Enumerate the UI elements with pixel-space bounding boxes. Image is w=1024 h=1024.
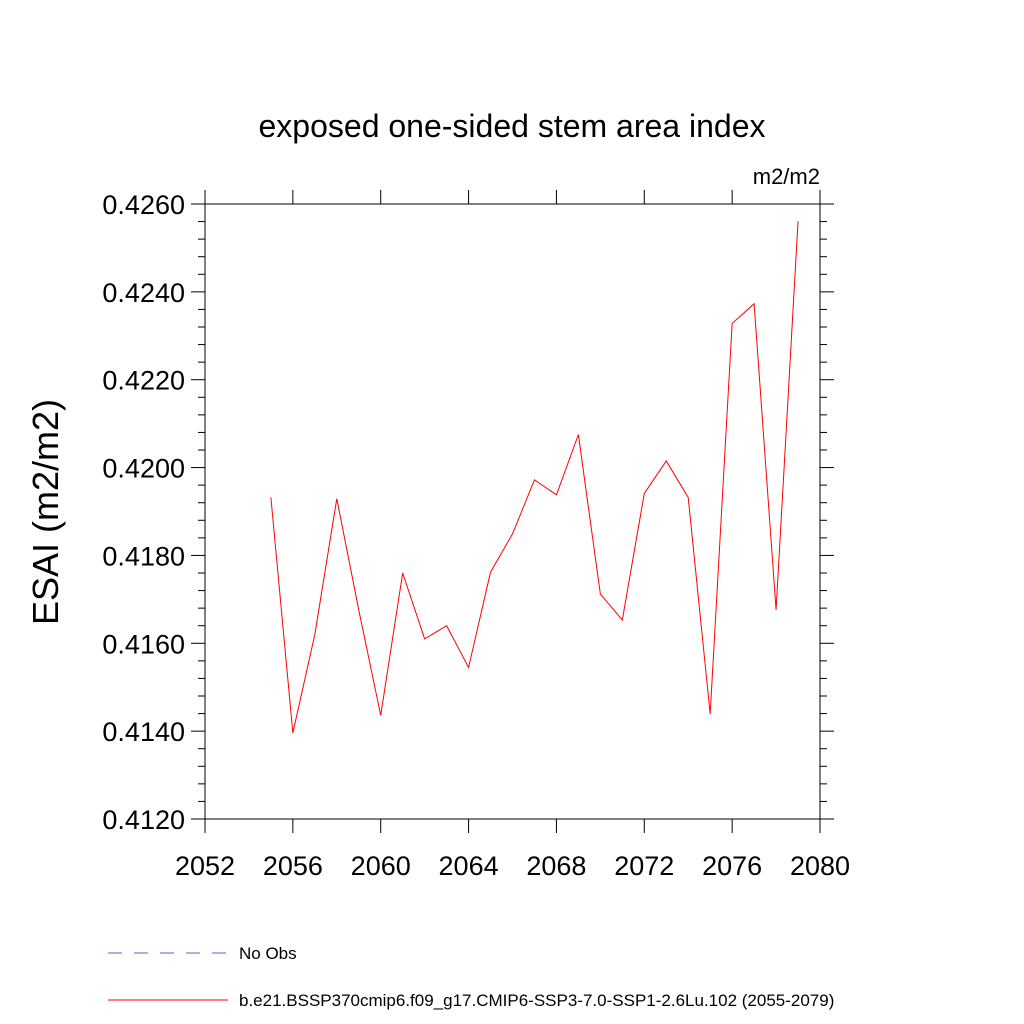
x-tick-label: 2072 (614, 851, 674, 881)
legend: No Obs b.e21.BSSP370cmip6.f09_g17.CMIP6-S… (108, 944, 834, 1010)
axis-ticks (191, 190, 834, 833)
x-tick-label: 2068 (526, 851, 586, 881)
units-label: m2/m2 (753, 164, 820, 189)
y-tick-label: 0.4120 (102, 805, 185, 835)
x-tick-label: 2056 (263, 851, 323, 881)
x-tick-label: 2052 (175, 851, 235, 881)
y-tick-label: 0.4180 (102, 541, 185, 571)
y-axis-label: ESAI (m2/m2) (25, 399, 66, 625)
y-tick-label: 0.4200 (102, 454, 185, 484)
chart-title: exposed one-sided stem area index (259, 108, 766, 144)
x-tick-label: 2080 (790, 851, 850, 881)
x-tick-label: 2060 (351, 851, 411, 881)
y-tick-label: 0.4260 (102, 190, 185, 220)
legend-label: No Obs (239, 944, 297, 963)
x-tick-labels: 2052 2056 2060 2064 2068 2072 2076 2080 (175, 851, 850, 881)
y-tick-label: 0.4160 (102, 629, 185, 659)
x-tick-label: 2064 (439, 851, 499, 881)
series-line (270, 221, 799, 734)
y-tick-labels: 0.4120 0.4140 0.4160 0.4180 0.4200 0.4220 0.42… (102, 190, 185, 835)
y-tick-label: 0.4220 (102, 366, 185, 396)
plot-frame (204, 203, 821, 820)
y-tick-label: 0.4140 (102, 717, 185, 747)
x-tick-label: 2076 (702, 851, 762, 881)
series-group (270, 221, 799, 734)
y-tick-label: 0.4240 (102, 278, 185, 308)
legend-label: b.e21.BSSP370cmip6.f09_g17.CMIP6-SSP3-7.… (239, 991, 834, 1010)
